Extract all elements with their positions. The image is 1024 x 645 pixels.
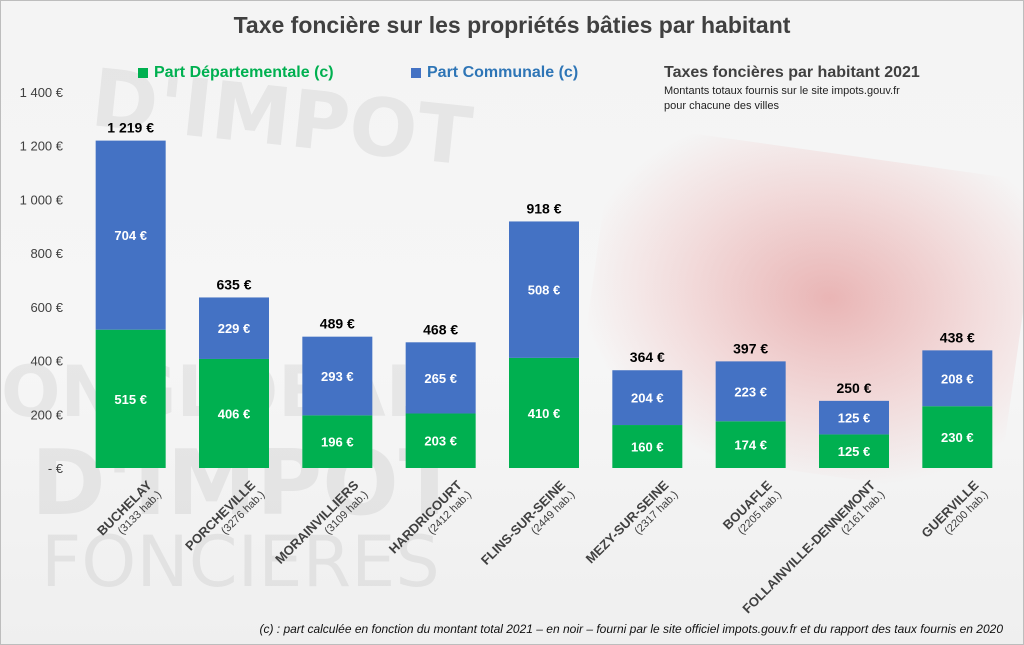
data-label: 410 €: [528, 406, 561, 421]
data-label: 265 €: [424, 371, 457, 386]
legend-swatch: [138, 68, 148, 78]
legend-label: Part Départementale (c): [154, 64, 334, 81]
data-label: 406 €: [218, 406, 251, 421]
bar-segment-departementale: [302, 415, 373, 468]
total-label: 364 €: [630, 349, 665, 365]
y-tick-label: 1 200 €: [20, 139, 64, 154]
x-tick-label-group: HARDRICOURT(2412 hab.): [386, 477, 474, 556]
bar-segment-communale: [199, 297, 269, 359]
total-label: 468 €: [423, 321, 458, 337]
data-label: 160 €: [631, 440, 664, 455]
x-tick-label: MEZY-SUR-SEINE: [583, 477, 672, 566]
note-title: Taxes foncières par habitant 2021: [664, 64, 920, 81]
x-tick-label-group: MORAINVILLIERS(3109 hab.): [272, 477, 370, 566]
footnote: (c) : part calculée en fonction du monta…: [259, 622, 1003, 636]
total-label: 489 €: [320, 316, 355, 332]
note-line: Montants totaux fournis sur le site impo…: [664, 85, 900, 97]
legend-item-communale: Part Communale (c): [411, 64, 578, 82]
y-tick-label: 600 €: [30, 300, 63, 315]
data-label: 229 €: [218, 321, 251, 336]
total-label: 250 €: [836, 380, 871, 396]
data-label: 230 €: [941, 430, 974, 445]
bar-segment-departementale: [715, 421, 786, 468]
total-label: 1 219 €: [107, 120, 154, 136]
bar-segment-departementale: [612, 425, 683, 468]
chart-title: Taxe foncière sur les propriétés bâties …: [233, 12, 791, 38]
data-label: 293 €: [321, 369, 354, 384]
total-label: 918 €: [526, 200, 561, 216]
x-tick-label-group: BOUAFLE(2205 hab.): [720, 477, 784, 537]
bar-segment-communale: [405, 342, 476, 414]
bar-segment-departementale: [922, 406, 993, 468]
bar-segment-departementale: [405, 413, 476, 468]
bar-segment-communale: [819, 400, 889, 435]
data-label: 125 €: [838, 411, 871, 426]
total-label: 438 €: [940, 329, 975, 345]
x-tick-label-group: GUERVILLE(2200 hab.): [918, 477, 990, 540]
x-tick-label-group: MEZY-SUR-SEINE(2317 hab.): [583, 477, 681, 566]
data-label: 208 €: [941, 371, 974, 386]
bar-segment-departementale: [95, 329, 166, 468]
x-tick-label: FLINS-SUR-SEINE: [478, 477, 569, 568]
y-tick-label: - €: [48, 461, 64, 476]
bar-segment-departementale: [819, 434, 889, 468]
bar-segment-departementale: [509, 357, 579, 468]
y-tick-label: 400 €: [30, 354, 63, 369]
data-label: 223 €: [734, 384, 767, 399]
bar-segment-communale: [612, 370, 683, 426]
y-tick-label: 800 €: [30, 246, 63, 261]
total-label: 397 €: [733, 340, 768, 356]
data-label: 508 €: [528, 283, 561, 298]
legend-item-departementale: Part Départementale (c): [138, 64, 334, 82]
data-label: 515 €: [114, 392, 147, 407]
y-tick-label: 1 000 €: [20, 192, 64, 207]
bar-segment-communale: [922, 350, 993, 407]
x-tick-label: MORAINVILLIERS: [272, 477, 361, 566]
x-tick-label-group: PORCHEVILLE(3276 hab.): [182, 477, 267, 553]
bar-segment-communale: [715, 361, 786, 422]
y-tick-label: 1 400 €: [20, 85, 64, 100]
legend-label: Part Communale (c): [427, 64, 579, 81]
y-tick-label: 200 €: [30, 407, 63, 422]
total-label: 635 €: [216, 276, 251, 292]
bar-segment-communale: [302, 336, 373, 416]
data-label: 203 €: [424, 434, 457, 449]
stacked-bar-chart: - € 200 € 400 € 600 € 800 € 1 000 € 1 200 € 1 4…: [20, 85, 993, 616]
bar-segment-departementale: [199, 358, 269, 468]
x-tick-label-group: BUCHELAY(3133 hab.): [94, 477, 164, 538]
bar-segment-communale: [509, 221, 579, 358]
data-label: 704 €: [114, 228, 147, 243]
data-label: 174 €: [734, 438, 767, 453]
legend-swatch: [411, 68, 421, 78]
x-tick-label-group: FLINS-SUR-SEINE(2449 hab.): [478, 477, 577, 568]
data-label: 196 €: [321, 435, 354, 450]
note-line: pour chacune des villes: [664, 100, 779, 112]
data-label: 204 €: [631, 391, 664, 406]
data-label: 125 €: [838, 444, 871, 459]
bar-segment-communale: [95, 140, 166, 330]
